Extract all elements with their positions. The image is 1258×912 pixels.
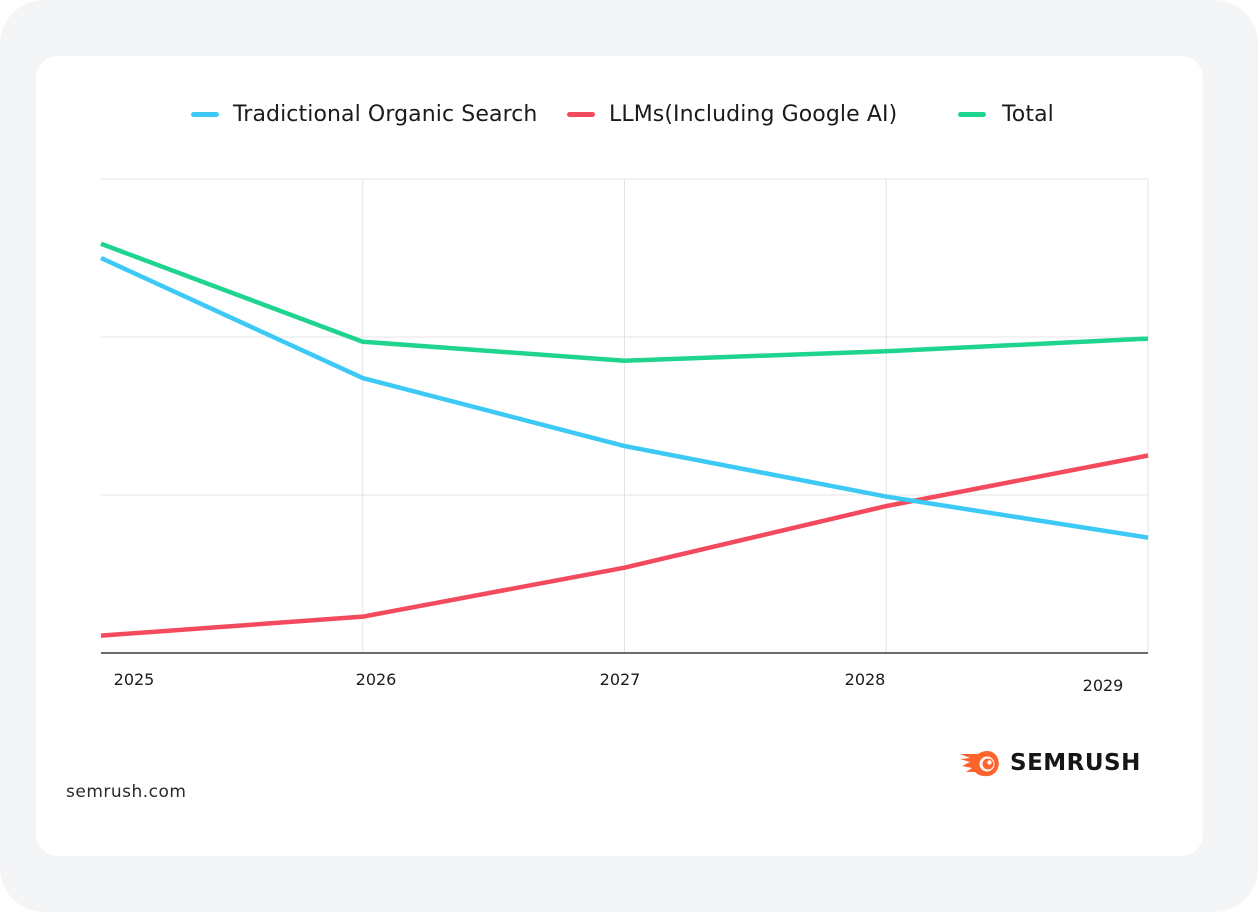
legend-label-traditional: Tradictional Organic Search (233, 102, 538, 127)
series-line-total (100, 241, 1149, 363)
legend-item-traditional-search: Tradictional Organic Search (191, 102, 537, 127)
source-url: semrush.com (66, 782, 187, 802)
x-tick-label: 2026 (356, 670, 397, 689)
x-tick-labels: 2025 2026 2027 2028 2029 (114, 670, 1124, 695)
series-lines (100, 241, 1149, 638)
legend-item-llms: LLMs(Including Google AI) (567, 102, 897, 127)
x-tick-label: 2027 (600, 670, 641, 689)
x-tick-label: 2029 (1083, 676, 1124, 695)
x-tick-label: 2025 (114, 670, 155, 689)
series-line-llms-including-google-ai (100, 453, 1149, 638)
brand-logo: SEMRUSH (958, 748, 1141, 778)
legend-swatch-llms (567, 112, 595, 117)
x-tick-label: 2028 (845, 670, 886, 689)
brand-name: SEMRUSH (1010, 750, 1141, 776)
legend-label-llms: LLMs(Including Google AI) (609, 102, 898, 127)
legend-label-total: Total (1002, 102, 1054, 127)
semrush-fireball-icon (960, 750, 999, 777)
series-line-tradictional-organic-search (100, 255, 1149, 540)
chart-legend: Tradictional Organic Search LLMs(Includi… (0, 102, 1258, 134)
legend-swatch-traditional (191, 112, 219, 117)
legend-item-total: Total (958, 102, 1054, 127)
gridlines (101, 178, 1149, 653)
legend-swatch-total (958, 112, 986, 117)
chart-card (36, 56, 1203, 856)
